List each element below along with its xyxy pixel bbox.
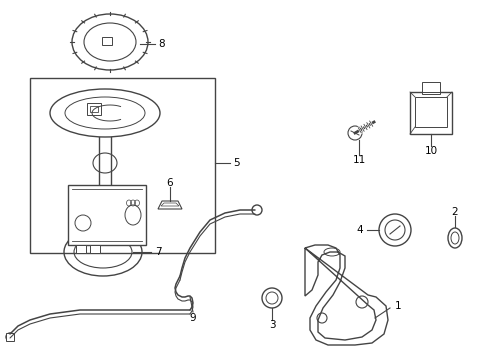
Bar	[415, 97, 447, 127]
Text: 8: 8	[158, 39, 165, 49]
Text: 1: 1	[395, 301, 402, 311]
Bar	[87, 103, 101, 115]
Text: 3: 3	[269, 320, 275, 330]
Text: 7: 7	[155, 247, 162, 257]
Bar	[76, 245, 86, 253]
Bar	[422, 82, 440, 94]
Text: 10: 10	[424, 146, 438, 156]
Text: 5: 5	[233, 158, 240, 168]
Bar	[90, 106, 98, 112]
Text: 4: 4	[356, 225, 363, 235]
Bar	[90, 245, 100, 253]
Bar	[30, 78, 215, 253]
Text: 6: 6	[167, 178, 173, 188]
Text: 9: 9	[190, 313, 196, 323]
Bar	[410, 92, 452, 134]
Bar	[102, 37, 112, 45]
Bar	[68, 185, 146, 245]
Bar	[6, 333, 14, 341]
Text: 11: 11	[352, 155, 366, 165]
Text: 2: 2	[452, 207, 458, 217]
